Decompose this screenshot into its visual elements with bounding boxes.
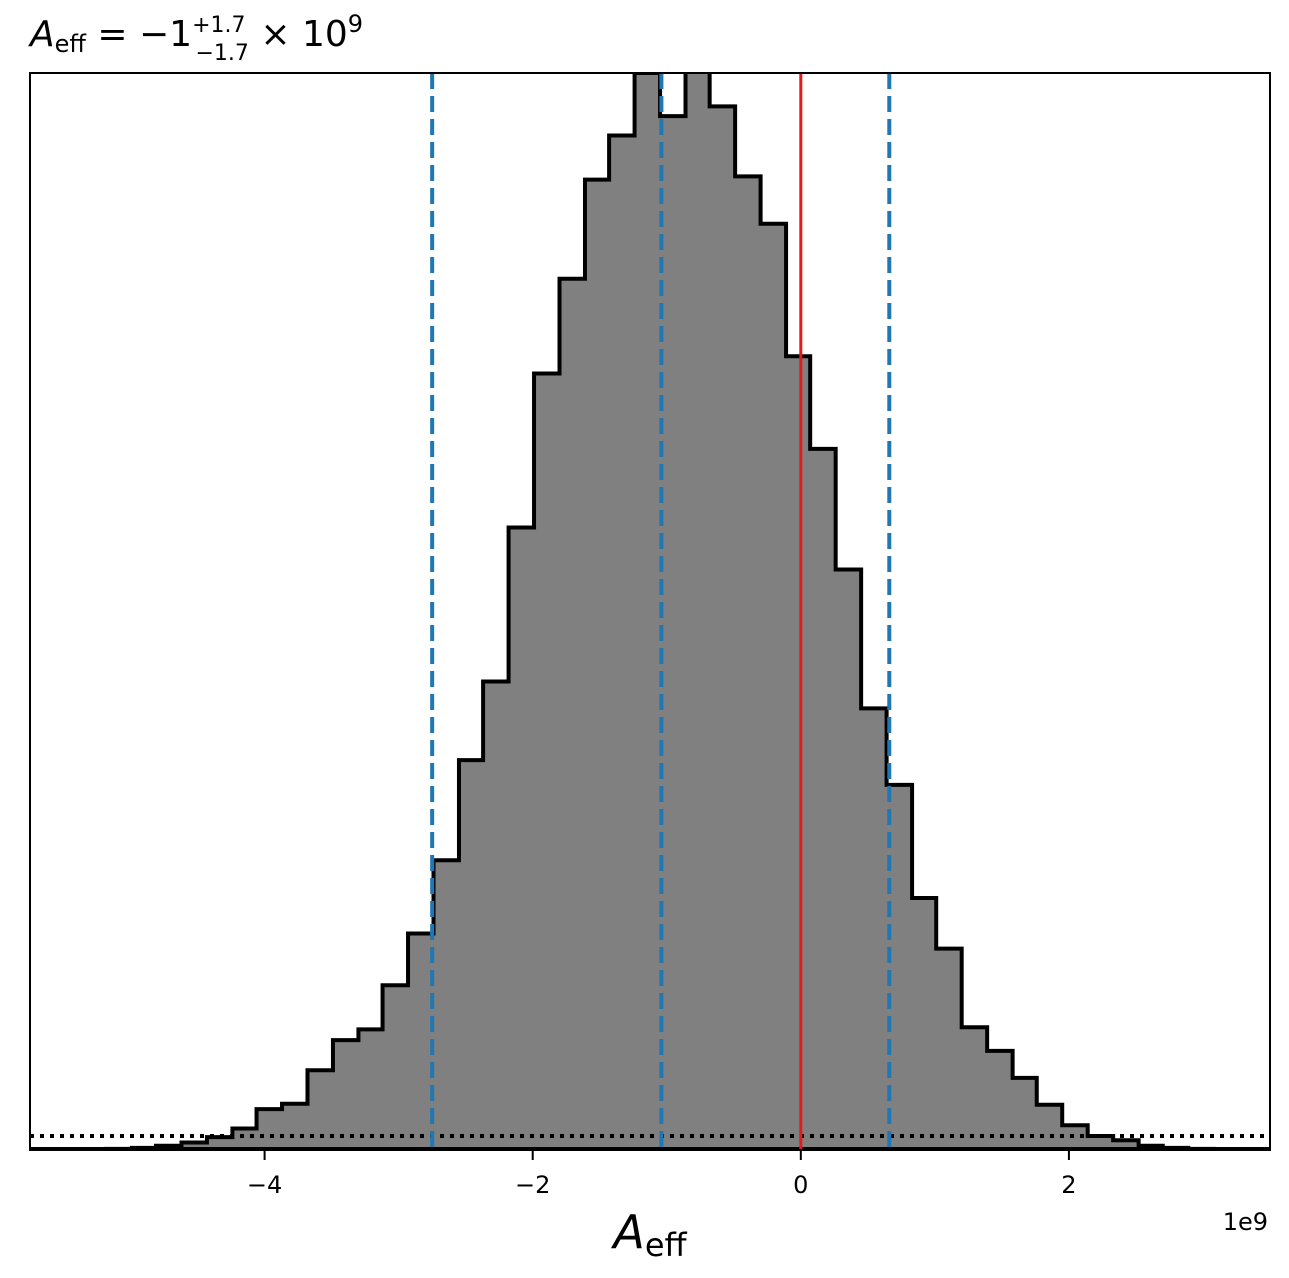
histogram-bar bbox=[358, 1029, 384, 1150]
x-ticks: −4 −2 0 2 bbox=[247, 1150, 1077, 1199]
histogram-bar bbox=[458, 760, 484, 1150]
histogram-bar bbox=[709, 106, 736, 1150]
offset-label: 1e9 bbox=[1223, 1208, 1268, 1236]
x-tick-label: 0 bbox=[793, 1171, 808, 1199]
histogram-bar bbox=[206, 1137, 233, 1150]
histogram-bar bbox=[660, 116, 687, 1150]
title-exp: 9 bbox=[348, 10, 363, 38]
histogram-bar bbox=[256, 1109, 283, 1150]
histogram-bar bbox=[559, 278, 586, 1150]
histogram-bar bbox=[1012, 1077, 1038, 1150]
histogram-bar bbox=[181, 1142, 208, 1150]
title-equals: = −1 bbox=[86, 14, 192, 55]
histogram-bar bbox=[634, 73, 661, 1150]
histogram-bar bbox=[584, 179, 610, 1150]
x-tick-label: −2 bbox=[515, 1171, 550, 1199]
title-symbol: A bbox=[28, 14, 55, 55]
xlabel-symbol: A bbox=[610, 1205, 644, 1259]
histogram-bar bbox=[307, 1070, 334, 1150]
histogram-bar bbox=[1062, 1125, 1089, 1150]
histogram-bar bbox=[786, 356, 811, 1150]
x-axis-label: Aeff bbox=[610, 1205, 687, 1264]
x-tick-label: −4 bbox=[247, 1171, 282, 1199]
histogram-bar bbox=[835, 569, 862, 1150]
histogram-bar bbox=[282, 1103, 308, 1150]
plot-area bbox=[30, 73, 1270, 1150]
histogram-bar bbox=[1087, 1135, 1114, 1150]
histogram-bar bbox=[408, 933, 435, 1150]
histogram-bar bbox=[382, 985, 409, 1150]
histogram-bar bbox=[735, 176, 762, 1150]
histogram-bar bbox=[483, 681, 510, 1150]
histogram-bar bbox=[685, 73, 711, 1150]
axes-frame bbox=[29, 72, 1271, 1151]
x-tick-label: 2 bbox=[1061, 1171, 1076, 1199]
histogram-bar bbox=[810, 448, 837, 1150]
title-times: × 10 bbox=[249, 14, 348, 55]
histogram-bar bbox=[912, 897, 937, 1150]
histogram-bar bbox=[760, 223, 787, 1150]
title-sub: −1.7 bbox=[196, 41, 249, 66]
histogram-bar bbox=[534, 373, 561, 1150]
histogram-bar bbox=[433, 860, 460, 1150]
histogram-bar bbox=[1036, 1104, 1063, 1150]
chart-title: Aeff = −1+1.7 −1.7 × 109 bbox=[28, 10, 363, 66]
histogram-bar bbox=[1113, 1140, 1140, 1150]
histogram-bar bbox=[232, 1128, 258, 1150]
histogram-bar bbox=[332, 1040, 359, 1150]
xlabel-sub: eff bbox=[645, 1226, 688, 1264]
histogram-step-outline bbox=[78, 73, 1242, 1150]
histogram-bar bbox=[987, 1050, 1014, 1150]
histogram-bar bbox=[961, 1027, 988, 1150]
histogram-bar bbox=[508, 527, 535, 1150]
histogram-bar bbox=[861, 708, 888, 1150]
title-sup: +1.7 bbox=[192, 13, 245, 38]
histogram-bar bbox=[936, 948, 963, 1150]
histogram-bar bbox=[609, 135, 636, 1150]
title-symbol-sub: eff bbox=[55, 30, 87, 58]
